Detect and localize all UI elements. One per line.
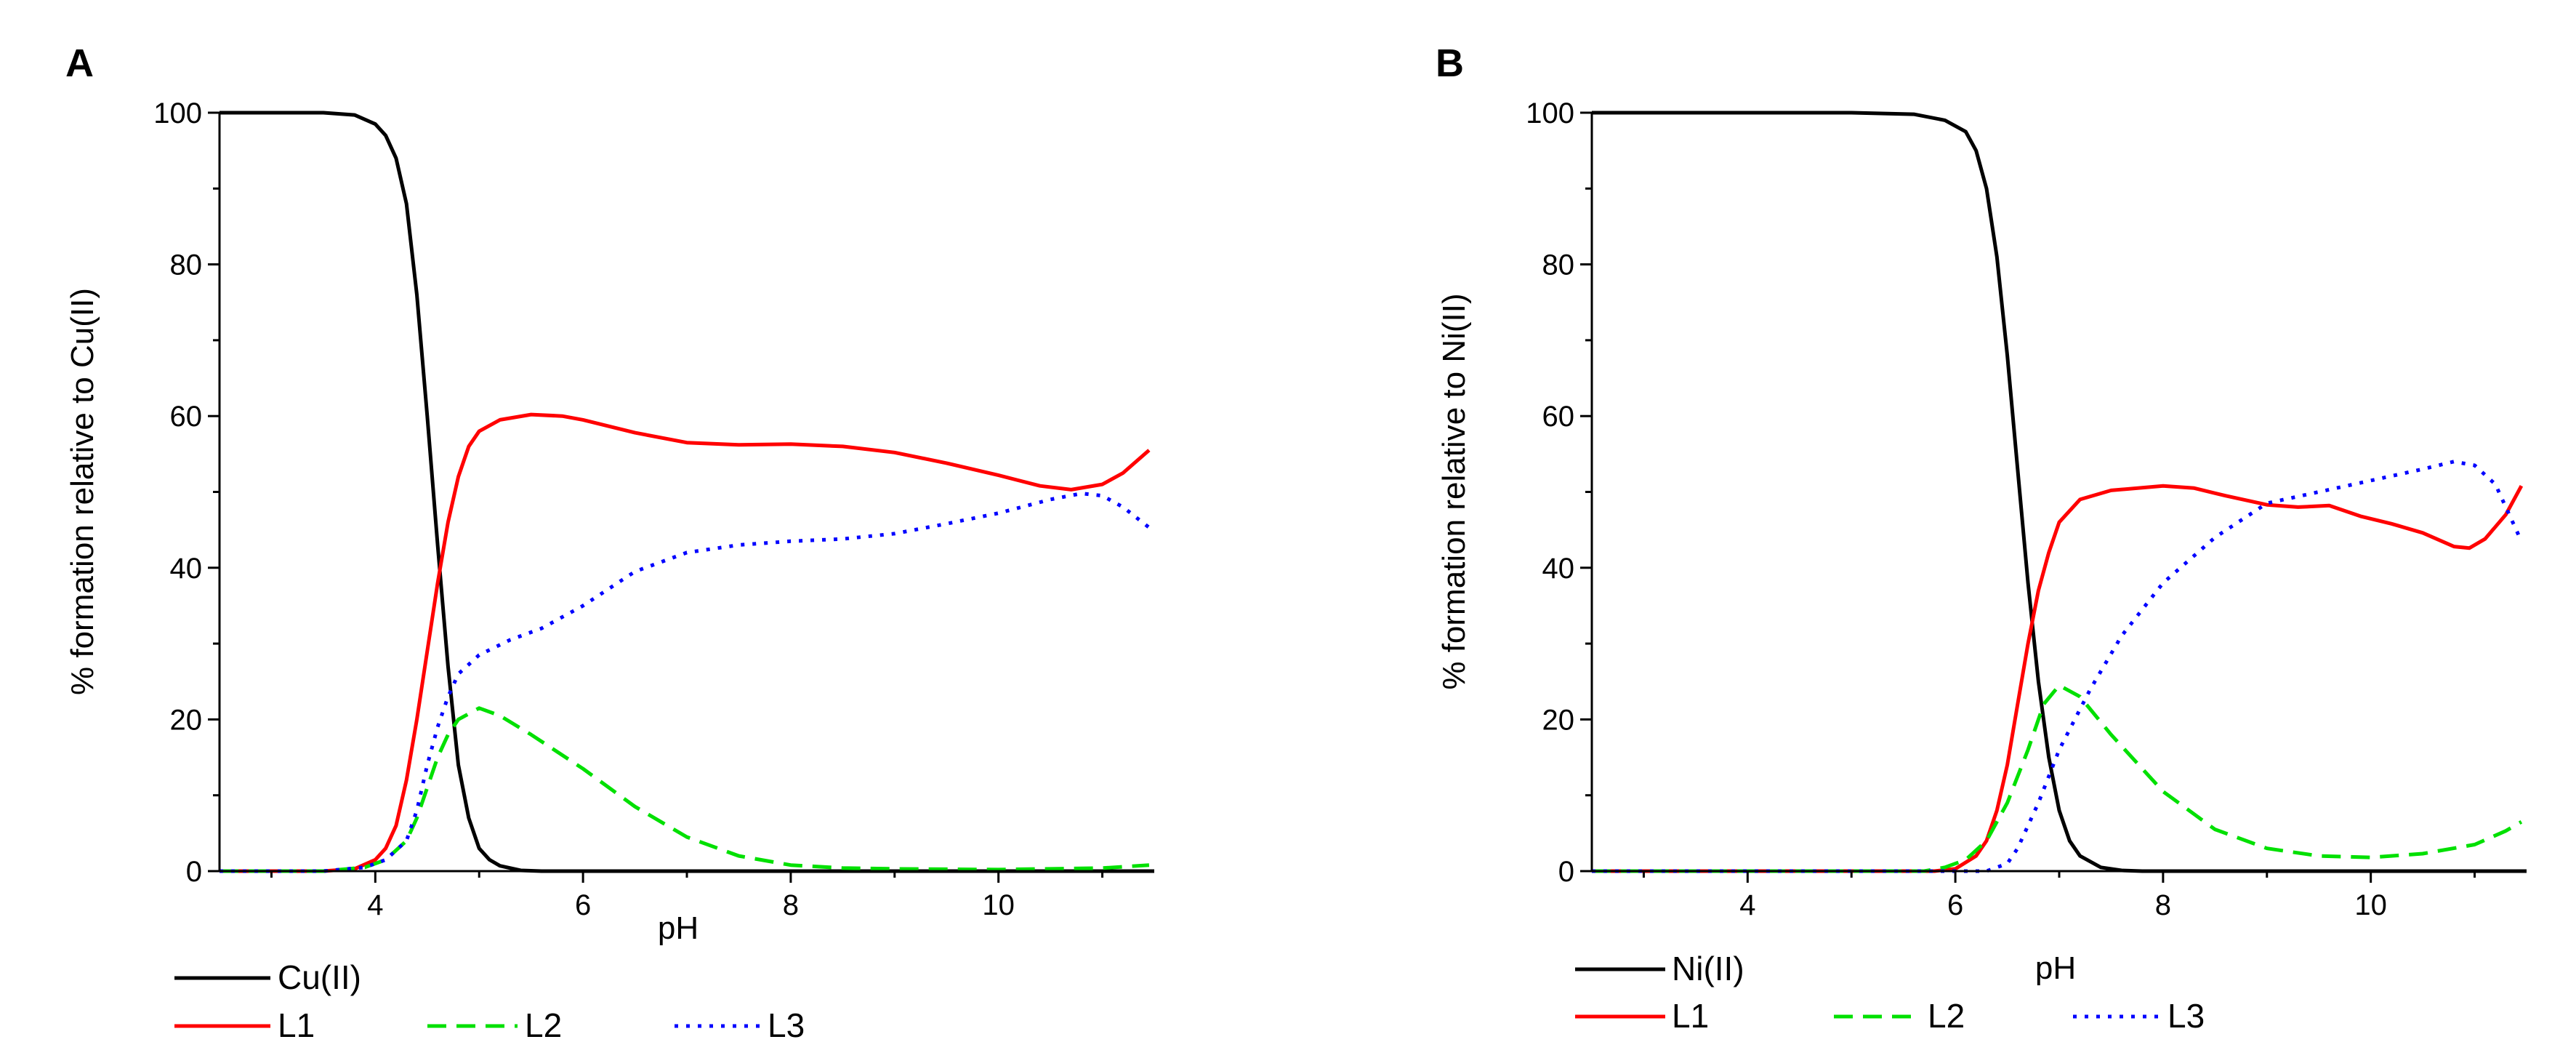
y-tick-label-a-0: 0: [186, 856, 202, 888]
x-tick-label-a-10: 10: [982, 889, 1015, 921]
panel-label-a: A: [65, 41, 94, 85]
y-tick-label-b-80: 80: [1542, 249, 1575, 281]
legend-label-b-2: L2: [1928, 997, 1965, 1035]
series-line-b-l2: [1592, 684, 2523, 873]
y-tick-label-b-20: 20: [1542, 704, 1575, 736]
y-axis-title-b: % formation relative to Ni(II): [1436, 293, 1472, 689]
series-line-b-l3: [1592, 460, 2524, 873]
x-tick-label-a-4: 4: [367, 889, 383, 921]
y-axis-title-a: % formation relative to Cu(II): [65, 288, 100, 695]
series-line-a-cu-ii: [220, 111, 1154, 873]
legend-a: Cu(II) L1 L2 L3: [174, 958, 805, 1044]
legend-b: Ni(II) L1 L2 L3: [1575, 950, 2205, 1035]
x-tick-label-a-6: 6: [575, 889, 591, 921]
y-tick-label-a-60: 60: [170, 401, 203, 433]
y-tick-label-b-40: 40: [1542, 553, 1575, 585]
y-tick-label-b-100: 100: [1526, 97, 1574, 129]
legend-label-a-2: L2: [525, 1006, 562, 1044]
legend-label-b-1: L1: [1672, 997, 1709, 1035]
ticks-b: 0 20 40 60 80 100 4 6 8 10: [1526, 97, 2476, 921]
axes-b: [1590, 113, 2527, 873]
series-line-b-ni-ii: [1592, 111, 2527, 873]
ticks-a: 0 20 40 60 80 100 4 6 8 10: [153, 97, 1104, 921]
legend-label-a-1: L1: [278, 1006, 315, 1044]
series-layer-b: [1592, 111, 2527, 873]
series-line-b-l1: [1592, 484, 2524, 873]
series-line-a-l3: [220, 492, 1151, 873]
panel-label-b: B: [1436, 41, 1464, 85]
y-tick-label-b-0: 0: [1558, 856, 1574, 888]
x-tick-label-b-4: 4: [1739, 889, 1755, 921]
x-axis-title-a: pH: [658, 910, 699, 946]
legend-label-a-3: L3: [768, 1006, 805, 1044]
axes-a: [218, 113, 1154, 873]
x-tick-label-a-8: 8: [783, 889, 799, 921]
legend-label-b-3: L3: [2168, 997, 2205, 1035]
panel-a: A 0 20 40 60 80 100 4 6 8 10 pH % formation relat…: [65, 41, 1154, 1044]
panel-b: B 0 20 40 60 80 100 4 6 8 10 pH % formation relat…: [1436, 41, 2527, 1035]
x-axis-title-b: pH: [2035, 950, 2076, 986]
y-tick-label-a-100: 100: [153, 97, 202, 129]
legend-label-b-0: Ni(II): [1672, 950, 1744, 987]
legend-label-a-0: Cu(II): [278, 958, 361, 996]
y-tick-label-a-40: 40: [170, 553, 203, 585]
y-tick-label-a-80: 80: [170, 249, 203, 281]
series-line-a-l1: [220, 412, 1151, 873]
y-tick-label-a-20: 20: [170, 704, 203, 736]
y-tick-label-b-60: 60: [1542, 401, 1575, 433]
x-tick-label-b-8: 8: [2155, 889, 2171, 921]
series-layer-a: [220, 111, 1154, 873]
series-line-a-l2: [220, 706, 1150, 873]
x-tick-label-b-10: 10: [2354, 889, 2387, 921]
x-tick-label-b-6: 6: [1947, 889, 1963, 921]
